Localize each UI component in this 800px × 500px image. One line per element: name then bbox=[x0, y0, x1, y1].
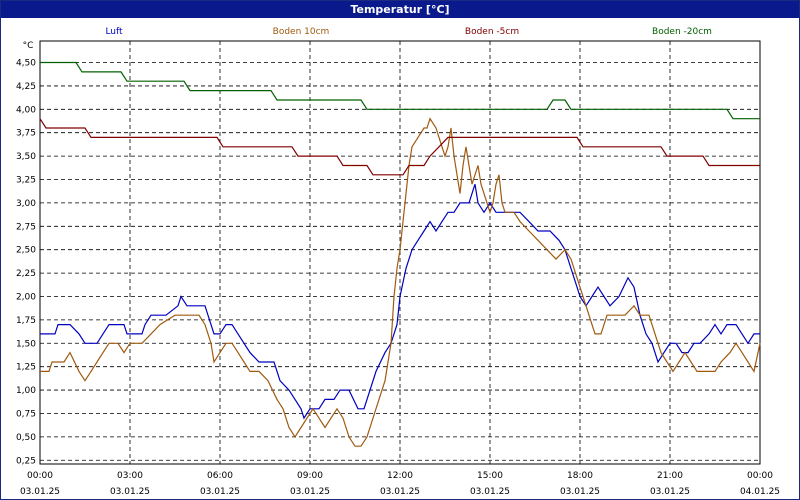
legend-entry: Boden -20cm bbox=[652, 27, 712, 37]
x-tick-date: 03.01.25 bbox=[650, 487, 690, 497]
x-tick-time: 18:00 bbox=[567, 471, 593, 481]
chart-title: Temperatur [°C] bbox=[1, 1, 799, 18]
x-tick-date: 04.01.25 bbox=[740, 487, 780, 497]
y-tick-label: 2,75 bbox=[16, 222, 36, 232]
y-tick-label: 2,50 bbox=[16, 246, 36, 256]
legend-entry: Boden -5cm bbox=[465, 27, 519, 37]
x-tick-time: 15:00 bbox=[477, 471, 503, 481]
legend-entry: Boden 10cm bbox=[273, 27, 330, 37]
y-tick-label: 4,25 bbox=[16, 82, 36, 92]
x-tick-date: 03.01.25 bbox=[560, 487, 600, 497]
x-tick-time: 21:00 bbox=[657, 471, 683, 481]
y-tick-label: 3,50 bbox=[16, 152, 36, 162]
x-tick-date: 03.01.25 bbox=[200, 487, 240, 497]
y-tick-label: 4,50 bbox=[16, 59, 36, 69]
x-tick-date: 03.01.25 bbox=[110, 487, 150, 497]
series-line bbox=[39, 118, 760, 176]
y-tick-label: 1,25 bbox=[16, 363, 36, 373]
x-tick-date: 03.01.25 bbox=[20, 487, 60, 497]
y-tick-label: 2,00 bbox=[16, 292, 36, 302]
x-tick-time: 06:00 bbox=[207, 471, 233, 481]
y-tick-label: 2,25 bbox=[16, 269, 36, 279]
y-tick-label: 1,50 bbox=[16, 339, 36, 349]
y-axis-unit: °C bbox=[23, 41, 34, 51]
y-tick-label: 0,50 bbox=[16, 433, 36, 443]
series-line bbox=[40, 184, 760, 420]
y-tick-label: 3,75 bbox=[16, 129, 36, 139]
y-tick-label: 0,25 bbox=[16, 456, 36, 466]
x-tick-date: 03.01.25 bbox=[380, 487, 420, 497]
x-tick-time: 00:00 bbox=[747, 471, 773, 481]
legend-entry: Luft bbox=[105, 27, 123, 37]
x-tick-time: 00:00 bbox=[27, 471, 53, 481]
y-tick-label: 3,00 bbox=[16, 199, 36, 209]
y-tick-label: 1,75 bbox=[16, 316, 36, 326]
x-tick-time: 09:00 bbox=[297, 471, 323, 481]
y-tick-label: 1,00 bbox=[16, 386, 36, 396]
x-tick-date: 03.01.25 bbox=[290, 487, 330, 497]
x-tick-time: 12:00 bbox=[387, 471, 413, 481]
y-tick-label: 0,75 bbox=[16, 409, 36, 419]
x-tick-date: 03.01.25 bbox=[470, 487, 510, 497]
series-line bbox=[40, 117, 761, 447]
series-line bbox=[40, 61, 760, 120]
x-tick-time: 03:00 bbox=[117, 471, 143, 481]
y-tick-label: 4,00 bbox=[16, 105, 36, 115]
y-tick-label: 3,25 bbox=[16, 176, 36, 186]
